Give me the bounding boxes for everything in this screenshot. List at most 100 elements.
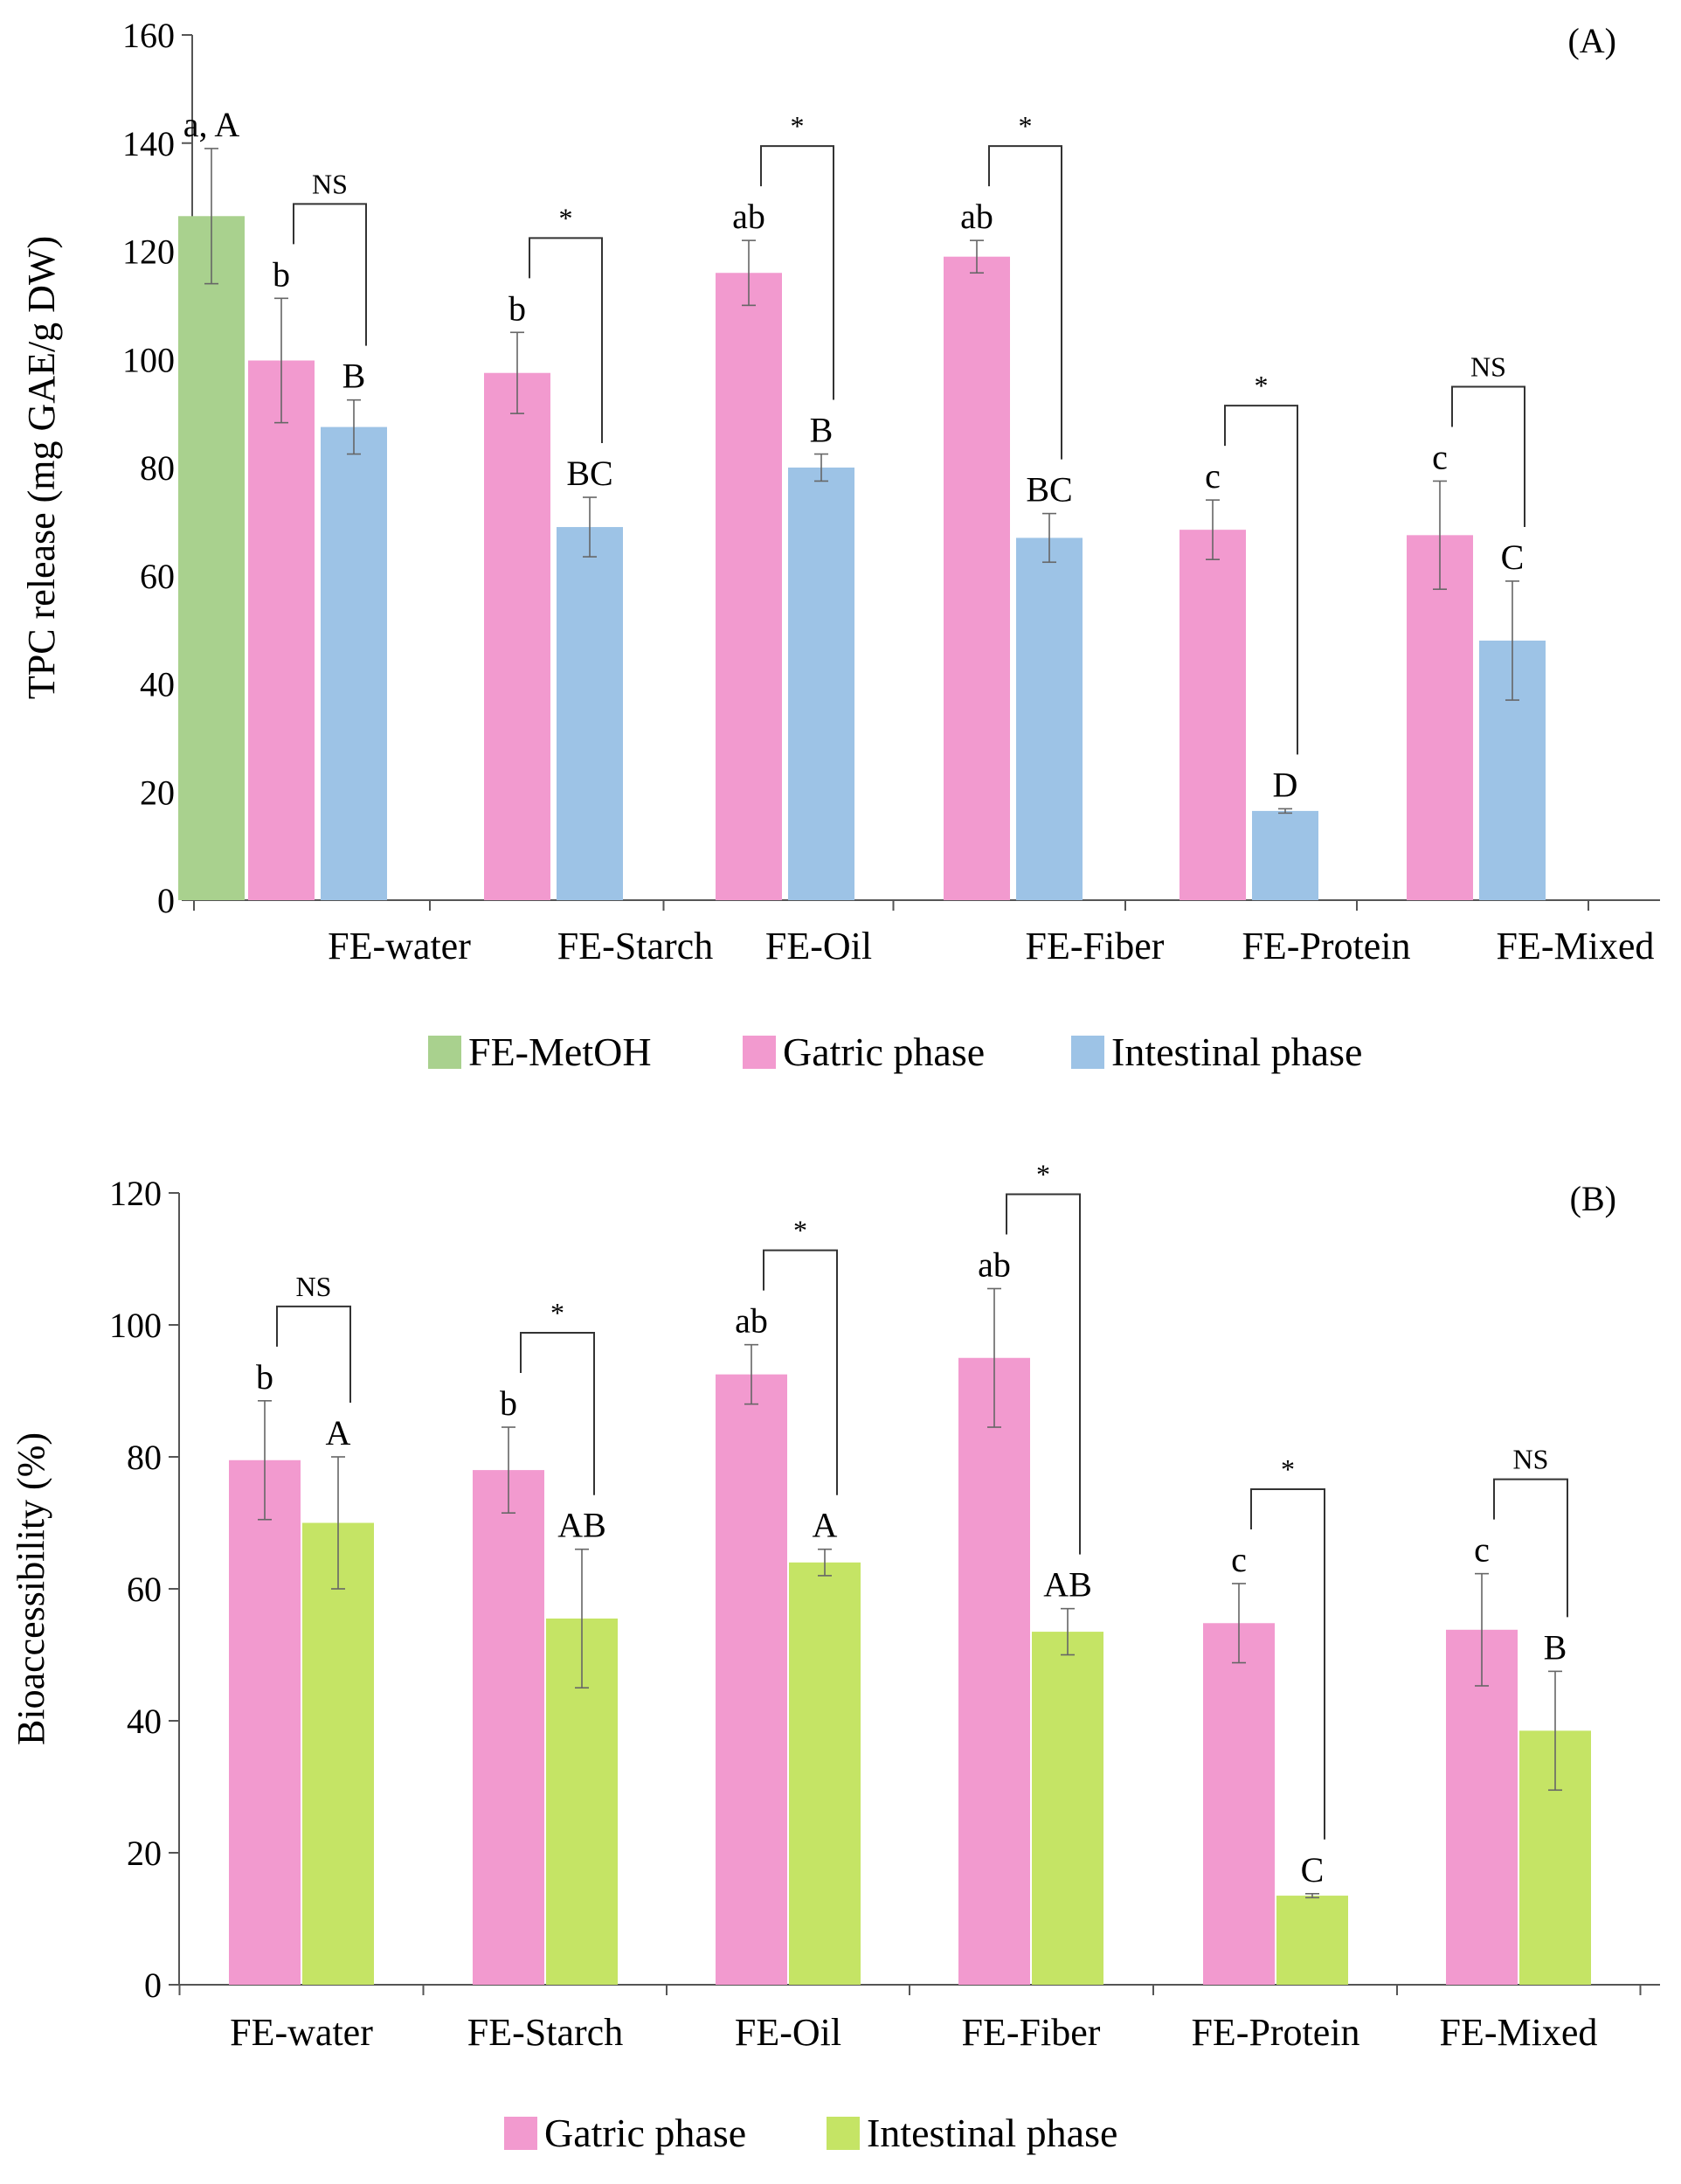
data-label: B <box>1544 1627 1567 1667</box>
significance-bracket <box>1224 405 1298 755</box>
y-tick-label: 20 <box>140 773 175 812</box>
bar <box>229 1459 301 1985</box>
bar <box>248 360 315 900</box>
data-label: AB <box>557 1506 606 1545</box>
legend-swatch <box>827 2117 860 2150</box>
bar <box>321 426 387 900</box>
y-tick-label: 60 <box>140 557 175 596</box>
significance-bracket <box>1250 1487 1325 1840</box>
significance-label: NS <box>1470 350 1506 382</box>
bar <box>484 372 550 900</box>
data-label: D <box>1273 765 1298 804</box>
significance-bracket <box>1493 1478 1568 1618</box>
legend-label: Intestinal phase <box>1111 1030 1362 1074</box>
significance-bracket <box>529 237 603 444</box>
y-tick-label: 100 <box>109 1306 162 1345</box>
bar <box>1032 1632 1103 1985</box>
y-tick-label: 20 <box>127 1834 162 1873</box>
bar <box>473 1470 544 1985</box>
significance-label: * <box>1019 110 1033 142</box>
data-label: b <box>273 254 290 294</box>
data-label: B <box>342 357 366 396</box>
data-label: C <box>1301 1850 1325 1889</box>
legend-label: Intestinal phase <box>867 2111 1117 2155</box>
category-label: FE-Mixed <box>1440 2011 1598 2054</box>
significance-bracket <box>760 145 834 400</box>
data-label: A <box>326 1413 351 1453</box>
y-tick-label: 0 <box>144 1966 162 2005</box>
bar <box>1252 810 1318 900</box>
bar <box>557 527 623 900</box>
y-axis-label: Bioaccessibility (%) <box>10 1432 52 1745</box>
bar <box>716 273 782 900</box>
data-label: b <box>508 288 526 328</box>
y-tick-label: 120 <box>109 1174 162 1213</box>
significance-label: * <box>791 110 805 142</box>
data-label: c <box>1205 456 1221 496</box>
y-tick-label: 40 <box>140 665 175 704</box>
category-label: FE-Fiber <box>1026 925 1165 967</box>
bar <box>1446 1629 1518 1985</box>
data-label: C <box>1501 537 1525 577</box>
significance-bracket <box>276 1305 351 1403</box>
bar <box>1016 537 1083 900</box>
category-label: FE-Protein <box>1191 2011 1359 2054</box>
data-label: ab <box>978 1245 1011 1284</box>
significance-label: * <box>1036 1158 1050 1189</box>
panel-label: (A) <box>1567 21 1616 60</box>
significance-label: * <box>793 1215 807 1246</box>
significance-label: NS <box>296 1271 332 1302</box>
bar <box>1203 1623 1275 1985</box>
significance-bracket <box>988 145 1062 460</box>
data-label: AB <box>1043 1565 1092 1605</box>
significance-label: NS <box>1513 1444 1549 1475</box>
legend-label: Gatric phase <box>783 1030 985 1074</box>
significance-bracket <box>1006 1193 1081 1555</box>
significance-label: * <box>1281 1453 1295 1485</box>
y-tick-label: 80 <box>127 1438 162 1477</box>
bar <box>302 1522 374 1985</box>
category-label: FE-water <box>230 2011 373 2054</box>
data-label: ab <box>960 197 993 236</box>
bar <box>944 256 1010 900</box>
data-label: c <box>1231 1540 1247 1579</box>
category-label: FE-Oil <box>765 925 872 967</box>
data-label: c <box>1474 1530 1490 1570</box>
significance-bracket <box>520 1332 595 1495</box>
data-label: BC <box>566 454 612 493</box>
significance-label: NS <box>312 168 348 199</box>
y-tick-label: 160 <box>122 16 175 55</box>
legend-label: FE-MetOH <box>468 1030 652 1074</box>
category-label: FE-Fiber <box>962 2011 1101 2054</box>
y-tick-label: 60 <box>127 1570 162 1609</box>
significance-label: * <box>1255 370 1269 401</box>
significance-label: * <box>559 202 573 233</box>
data-label: B <box>810 411 834 450</box>
data-label: b <box>500 1383 517 1423</box>
data-label: BC <box>1026 470 1072 510</box>
y-tick-label: 40 <box>127 1702 162 1741</box>
panel-label: (B) <box>1570 1179 1616 1218</box>
significance-bracket <box>1451 385 1525 527</box>
y-tick-label: 100 <box>122 340 175 379</box>
bar <box>178 216 245 900</box>
bar <box>958 1357 1030 1985</box>
category-label: FE-Starch <box>557 925 713 967</box>
category-label: FE-Protein <box>1242 925 1410 967</box>
y-axis-label: TPC release (mg GAE/g DW) <box>20 236 63 699</box>
category-label: FE-Mixed <box>1497 925 1655 967</box>
significance-bracket <box>293 203 367 346</box>
data-label: c <box>1432 437 1448 476</box>
bar <box>1407 535 1473 900</box>
bar <box>1276 1896 1348 1985</box>
category-label: FE-Starch <box>467 2011 623 2054</box>
legend-swatch <box>504 2117 537 2150</box>
bar <box>789 1562 861 1985</box>
data-label: ab <box>732 197 765 236</box>
significance-label: * <box>550 1297 564 1328</box>
y-tick-label: 80 <box>140 448 175 488</box>
legend-label: Gatric phase <box>544 2111 746 2155</box>
bar <box>788 468 854 900</box>
data-label: a, A <box>183 105 240 144</box>
